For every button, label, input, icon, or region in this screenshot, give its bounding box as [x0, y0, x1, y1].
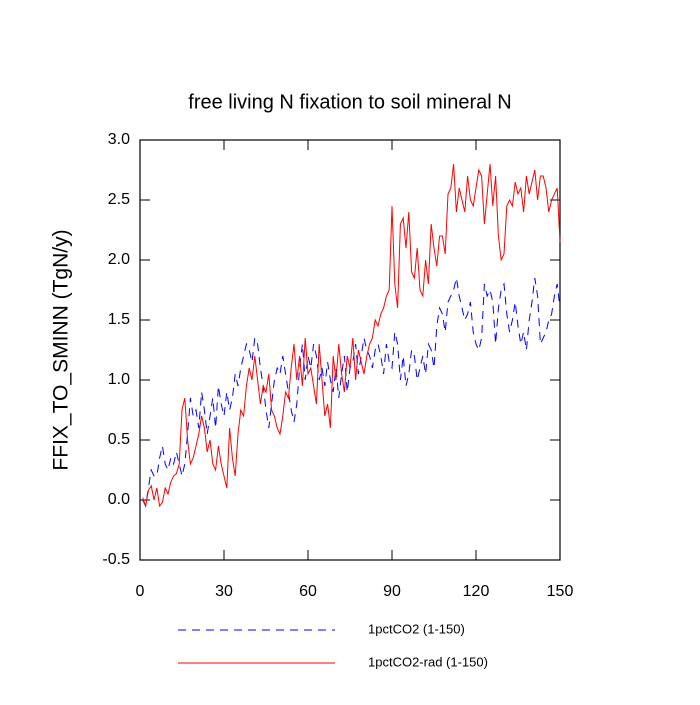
- y-tick-label: 1.5: [108, 311, 130, 328]
- y-tick-label: 3.0: [108, 131, 130, 148]
- x-tick-label: 60: [299, 583, 317, 600]
- chart-title: free living N fixation to soil mineral N: [188, 91, 511, 113]
- y-tick-label: -0.5: [102, 551, 130, 568]
- series-line: [142, 163, 561, 508]
- legend-label: 1pctCO2 (1-150): [368, 621, 465, 636]
- y-tick-label: 0.0: [108, 491, 130, 508]
- x-tick-label: 0: [136, 583, 145, 600]
- x-tick-label: 90: [383, 583, 401, 600]
- y-tick-label: 2.5: [108, 191, 130, 208]
- legend-label: 1pctCO2-rad (1-150): [368, 654, 488, 669]
- y-axis-label: FFIX_TO_SMINN (TgN/y): [50, 229, 73, 470]
- y-tick-label: 1.0: [108, 371, 130, 388]
- y-tick-label: 0.5: [108, 431, 130, 448]
- plot-frame: [139, 139, 561, 561]
- y-tick-label: 2.0: [108, 251, 130, 268]
- series-line: [142, 277, 561, 508]
- x-tick-label: 120: [463, 583, 490, 600]
- x-tick-label: 150: [547, 583, 574, 600]
- x-tick-label: 30: [215, 583, 233, 600]
